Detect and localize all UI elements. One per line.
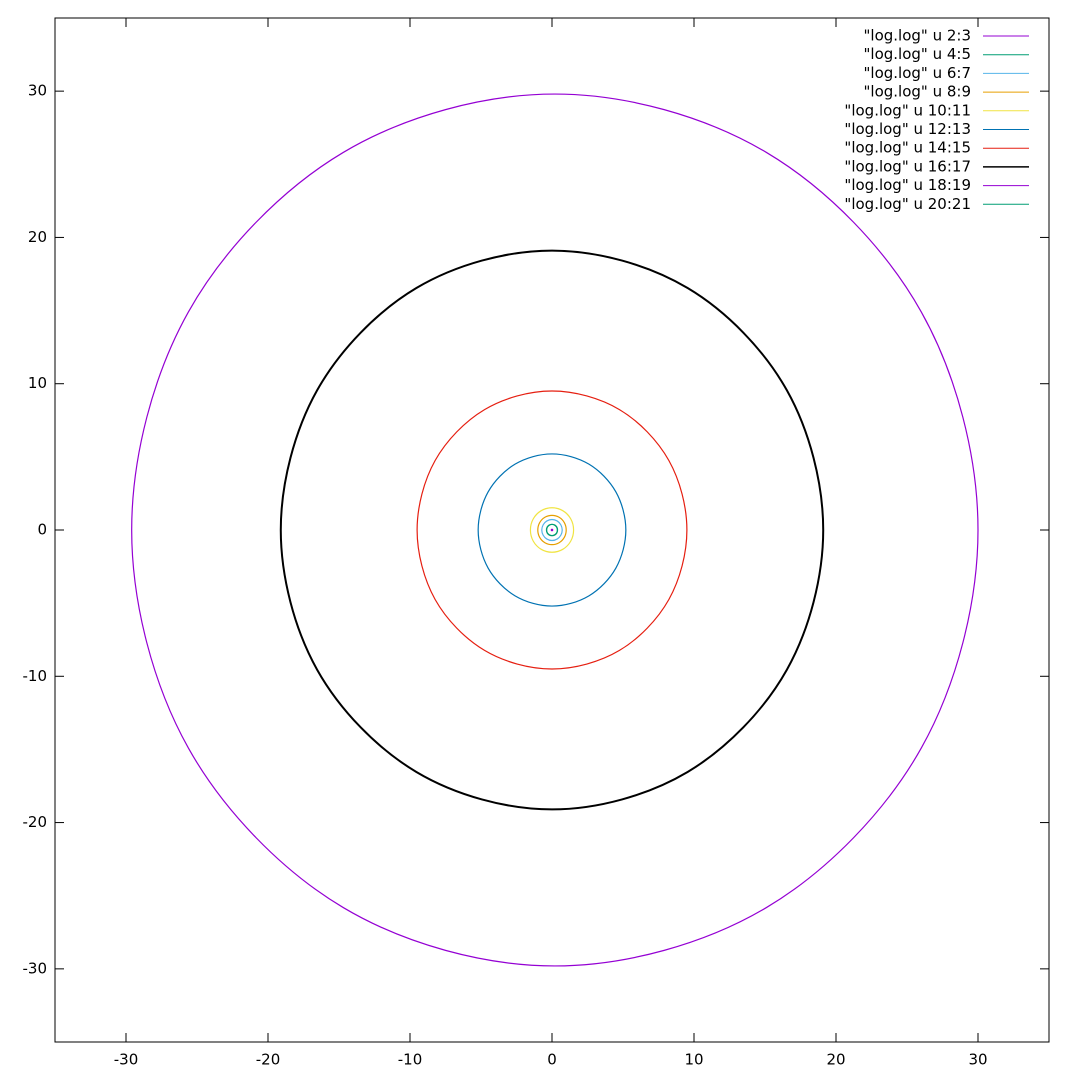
x-tick-label: -10	[398, 1051, 423, 1069]
legend-label: "log.log" u 20:21	[844, 195, 971, 213]
y-tick-label: -30	[23, 959, 48, 977]
y-tick-label: 30	[28, 82, 47, 100]
series-line	[279, 249, 825, 811]
x-tick-label: -20	[256, 1051, 281, 1069]
series-line	[477, 453, 627, 607]
legend-label: "log.log" u 18:19	[844, 176, 971, 194]
y-tick-label: 10	[28, 374, 47, 392]
series-line	[416, 390, 688, 670]
legend-label: "log.log" u 12:13	[844, 120, 971, 138]
legend-label: "log.log" u 6:7	[864, 64, 971, 82]
y-tick-label: 20	[28, 228, 47, 246]
y-tick-label: -10	[23, 667, 48, 685]
x-tick-label: 30	[968, 1051, 987, 1069]
legend-label: "log.log" u 4:5	[864, 45, 971, 63]
series-line	[131, 93, 979, 967]
series-line	[546, 523, 558, 537]
legend-label: "log.log" u 2:3	[864, 27, 971, 45]
x-tick-label: -30	[114, 1051, 139, 1069]
y-tick-label: -20	[23, 813, 48, 831]
legend-label: "log.log" u 10:11	[844, 101, 971, 119]
x-tick-label: 20	[826, 1051, 845, 1069]
legend-label: "log.log" u 14:15	[844, 139, 971, 157]
series-line	[537, 514, 567, 546]
series-line	[541, 518, 563, 542]
legend-label: "log.log" u 16:17	[844, 157, 971, 175]
series-line	[550, 528, 554, 532]
x-tick-label: 10	[684, 1051, 703, 1069]
series-line	[529, 507, 575, 553]
y-tick-label: 0	[37, 521, 47, 539]
x-tick-label: 0	[547, 1051, 557, 1069]
legend-label: "log.log" u 8:9	[864, 83, 971, 101]
